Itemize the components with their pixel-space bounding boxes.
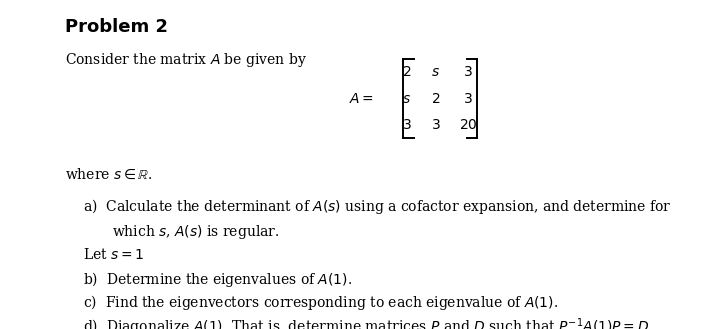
Text: $3$: $3$ [431,118,441,132]
Text: $3$: $3$ [463,65,473,79]
Text: b)  Determine the eigenvalues of $A(1)$.: b) Determine the eigenvalues of $A(1)$. [83,270,352,290]
Text: c)  Find the eigenvectors corresponding to each eigenvalue of $A(1)$.: c) Find the eigenvectors corresponding t… [83,293,558,313]
Text: $s$: $s$ [431,65,440,79]
Text: $2$: $2$ [431,92,441,106]
Text: $A = $: $A = $ [349,92,374,106]
Text: $2$: $2$ [402,65,412,79]
Text: $s$: $s$ [402,92,411,106]
Text: where $s \in \mathbb{R}$.: where $s \in \mathbb{R}$. [65,168,153,182]
Text: Let $s = 1$: Let $s = 1$ [83,247,144,263]
Text: $20$: $20$ [459,118,477,132]
Text: Problem 2: Problem 2 [65,18,168,36]
Text: Consider the matrix $A$ be given by: Consider the matrix $A$ be given by [65,51,307,69]
Text: d)  Diagonalize $A(1)$. That is, determine matrices $P$ and $D$ such that $P^{-1: d) Diagonalize $A(1)$. That is, determin… [83,316,652,329]
Text: $3$: $3$ [463,92,473,106]
Text: a)  Calculate the determinant of $A(s)$ using a cofactor expansion, and determin: a) Calculate the determinant of $A(s)$ u… [83,197,671,216]
Text: which $s$, $A(s)$ is regular.: which $s$, $A(s)$ is regular. [112,223,279,241]
Text: $3$: $3$ [402,118,412,132]
